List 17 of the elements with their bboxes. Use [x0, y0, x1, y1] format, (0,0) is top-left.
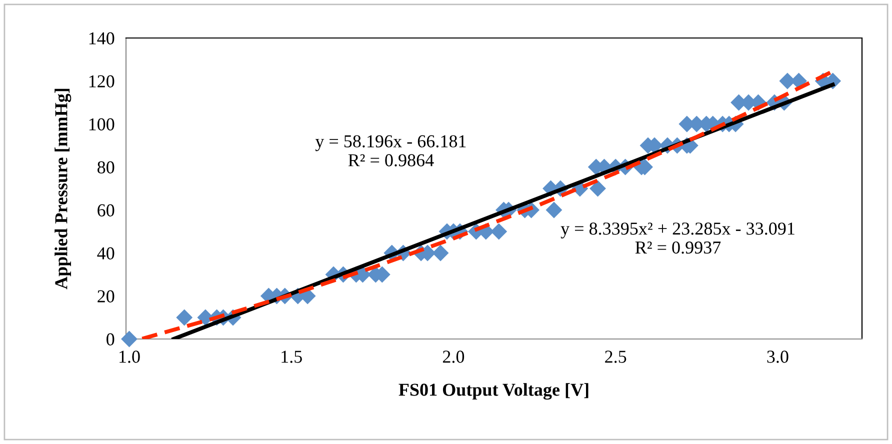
x-tick-label: 2.0 — [442, 350, 464, 363]
x-tick-label: 3.0 — [767, 350, 788, 363]
x-axis-title: FS01 Output Voltage [V] — [398, 383, 588, 400]
y-tick-label: 60 — [98, 204, 114, 216]
y-tick-label: 100 — [89, 118, 114, 130]
y-tick-label: 80 — [98, 161, 114, 174]
x-tick-label: 2.5 — [605, 350, 626, 363]
x-tick-label: 1.5 — [282, 350, 302, 363]
x-tick-label: 1.0 — [120, 350, 140, 363]
y-tick-label: 20 — [98, 290, 114, 302]
y-axis-title: Applied Pressure [mmHg] — [54, 88, 72, 290]
annotation: y = 8.3395x² + 23.285x - 33.091 R² = 0.9937 — [560, 222, 794, 254]
y-tick-label: 120 — [89, 75, 114, 88]
y-tick-label: 40 — [97, 247, 114, 260]
y-tick-label: 0 — [106, 333, 114, 346]
annotation: y = 58.196x - 66.181 R² = 0.9864 — [315, 135, 466, 166]
y-tick-label: 140 — [89, 32, 114, 44]
